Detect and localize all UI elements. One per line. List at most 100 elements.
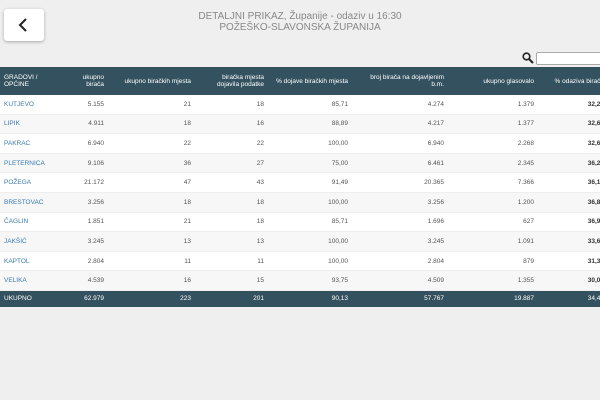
- column-header[interactable]: ukupno glasovalo: [450, 67, 540, 95]
- back-icon: [18, 18, 27, 32]
- page-title: DETALJNI PRIKAZ, Županije - odaziv u 16:…: [198, 11, 402, 22]
- total-cell: 223: [110, 290, 197, 308]
- municipality-link[interactable]: POŽEGA: [0, 172, 62, 193]
- table-cell: 6.940: [354, 133, 450, 154]
- total-cell: UKUPNO: [0, 290, 62, 308]
- municipality-link[interactable]: LIPIK: [0, 114, 62, 135]
- table-cell: 85,71: [270, 95, 354, 115]
- table-cell: 4.217: [354, 114, 450, 135]
- table-cell: 6.461: [354, 153, 450, 174]
- table-cell: 36: [110, 153, 197, 174]
- column-header[interactable]: % dojave biračkih mjesta: [270, 67, 354, 95]
- back-button[interactable]: [4, 9, 44, 41]
- table-cell: 15: [197, 270, 270, 291]
- table-cell: 3.256: [62, 192, 110, 213]
- municipality-link[interactable]: VELIKA: [0, 270, 62, 291]
- total-cell: 34,43: [540, 290, 600, 308]
- table-cell: 21: [110, 95, 197, 115]
- table-cell: 21: [110, 212, 197, 233]
- table-cell: 21.172: [62, 172, 110, 193]
- column-header[interactable]: broj birača na dojavljenim b.m.: [354, 67, 450, 95]
- column-header[interactable]: ukupno biračkih mjesta: [110, 67, 197, 95]
- table-cell: 18: [197, 192, 270, 213]
- table-cell: 4.911: [62, 114, 110, 135]
- table-cell: 1.379: [450, 95, 540, 115]
- municipality-link[interactable]: BRESTOVAC: [0, 192, 62, 213]
- results-table: GRADOVI / OPĆINE ukupno birača ukupno bira…: [0, 67, 600, 308]
- table-cell: 43: [197, 172, 270, 193]
- table-cell: 13: [110, 231, 197, 252]
- table-cell: 1.200: [450, 192, 540, 213]
- table-cell: 16: [110, 270, 197, 291]
- table-cell: 36,86: [540, 192, 600, 213]
- table-cell: 3.245: [354, 231, 450, 252]
- table-cell: 1.091: [450, 231, 540, 252]
- table-cell: 27: [197, 153, 270, 174]
- table-cell: 18: [197, 212, 270, 233]
- municipality-link[interactable]: JAKŠIĆ: [0, 231, 62, 252]
- table-cell: 2.268: [450, 133, 540, 154]
- header-row: GRADOVI / OPĆINE ukupno birača ukupno bira…: [0, 67, 600, 95]
- table-cell: 47: [110, 172, 197, 193]
- column-header[interactable]: biračka mjesta dojavila podatke: [197, 67, 270, 95]
- table-cell: 100,00: [270, 231, 354, 252]
- column-header[interactable]: ukupno birača: [62, 67, 110, 95]
- search-icon: [522, 52, 534, 64]
- table-cell: 4.509: [354, 270, 450, 291]
- table-cell: 1.696: [354, 212, 450, 233]
- table-body: KUTJEVO5.155211885,714.2741.37932,26LIPI…: [0, 95, 600, 291]
- table-cell: 30,05: [540, 270, 600, 291]
- table-cell: 4.539: [62, 270, 110, 291]
- table-cell: 2.804: [354, 251, 450, 272]
- table-cell: 6.940: [62, 133, 110, 154]
- table-cell: 100,00: [270, 251, 354, 272]
- table-cell: 3.256: [354, 192, 450, 213]
- table-cell: 1.355: [450, 270, 540, 291]
- table-cell: 11: [197, 251, 270, 272]
- table-cell: 3.245: [62, 231, 110, 252]
- table-cell: 22: [197, 133, 270, 154]
- municipality-link[interactable]: KAPTOL: [0, 251, 62, 272]
- table-cell: 93,75: [270, 270, 354, 291]
- table-cell: 2.804: [62, 251, 110, 272]
- search-input[interactable]: [536, 52, 600, 65]
- table-cell: 20.365: [354, 172, 450, 193]
- table-cell: 1.851: [62, 212, 110, 233]
- municipality-link[interactable]: PAKRAC: [0, 133, 62, 154]
- column-header[interactable]: GRADOVI / OPĆINE: [0, 67, 62, 95]
- table-cell: 85,71: [270, 212, 354, 233]
- total-cell: 19.887: [450, 290, 540, 308]
- table-cell: 13: [197, 231, 270, 252]
- table-cell: 33,62: [540, 231, 600, 252]
- table-cell: 88,89: [270, 114, 354, 135]
- table-cell: 36,17: [540, 172, 600, 193]
- table-cell: 16: [197, 114, 270, 135]
- table-cell: 75,00: [270, 153, 354, 174]
- municipality-link[interactable]: ČAGLIN: [0, 212, 62, 233]
- table-cell: 36,25: [540, 153, 600, 174]
- table-cell: 32,68: [540, 133, 600, 154]
- table-cell: 9.106: [62, 153, 110, 174]
- table-cell: 4.274: [354, 95, 450, 115]
- table-cell: 5.155: [62, 95, 110, 115]
- column-header[interactable]: % odaziva birača: [540, 67, 600, 95]
- table-cell: 18: [110, 114, 197, 135]
- municipality-link[interactable]: KUTJEVO: [0, 95, 62, 115]
- table-cell: 100,00: [270, 133, 354, 154]
- table-cell: 36,97: [540, 212, 600, 233]
- total-cell: 57.767: [354, 290, 450, 308]
- table-cell: 7.366: [450, 172, 540, 193]
- table-cell: 91,49: [270, 172, 354, 193]
- municipality-link[interactable]: PLETERNICA: [0, 153, 62, 174]
- table-cell: 22: [110, 133, 197, 154]
